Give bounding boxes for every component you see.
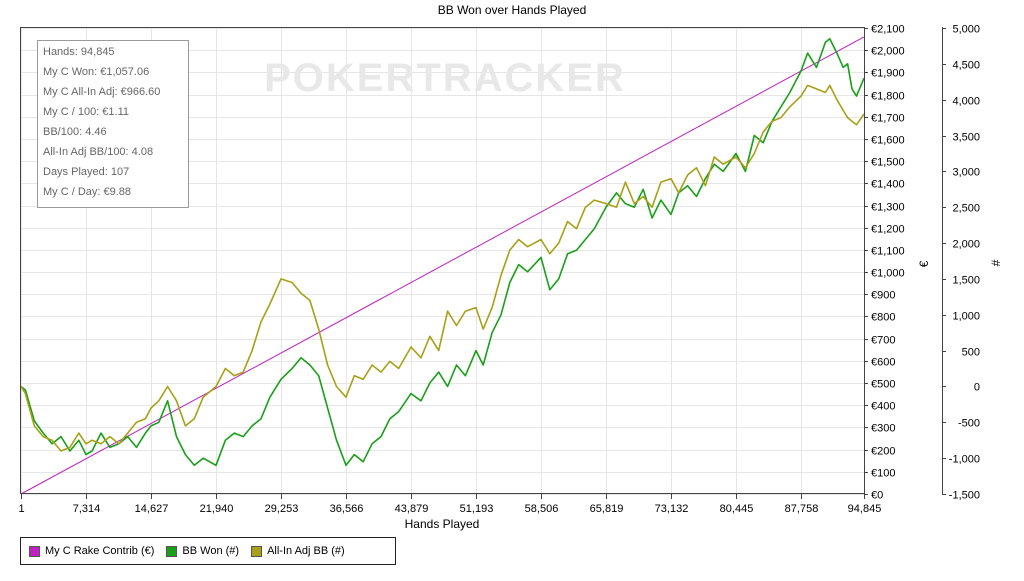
legend-swatch-bb-won	[166, 545, 178, 557]
y-left-tick-label-18: €1,800	[871, 91, 905, 103]
legend[interactable]: My C Rake Contrib (€) BB Won (#) All-In …	[20, 537, 396, 565]
y-left-tick-label-15: €1,500	[871, 157, 905, 169]
y-left-tick-label-9: €900	[871, 290, 895, 302]
y-left-tick-label-13: €1,300	[871, 202, 905, 214]
x-tick-label-9: 65,819	[590, 503, 624, 515]
stat-per-100: My C / 100: €1.11	[43, 106, 130, 118]
stat-bb-per-100: BB/100: 4.46	[43, 126, 107, 138]
legend-swatch-rake	[29, 545, 40, 557]
watermark: POKERTRACKER	[264, 56, 626, 100]
chart-title: BB Won over Hands Played	[438, 3, 587, 17]
x-axis-ticks: 1 7,314 14,627 21,940 29,253 36,566 43,879 51,1…	[18, 494, 881, 515]
legend-item-rake[interactable]: My C Rake Contrib (€)	[29, 545, 154, 557]
x-tick-label-7: 51,193	[460, 503, 494, 515]
y-right-tick-label-8: 2,500	[952, 203, 980, 215]
y-left-tick-label-0: €0	[871, 490, 883, 502]
legend-item-allin-bb[interactable]: All-In Adj BB (#)	[251, 545, 345, 557]
y-left-tick-label-17: €1,700	[871, 113, 905, 125]
y-right-tick-label-3: 0	[974, 382, 980, 394]
stat-allin-bb-per-100: All-In Adj BB/100: 4.08	[43, 146, 154, 158]
series-allin-adj-bb	[20, 84, 865, 452]
series-rake-contrib	[20, 36, 865, 495]
y-right-tick-label-6: 1,500	[952, 275, 980, 287]
y-right-tick-label-10: 3,500	[952, 132, 980, 144]
y-right-axis-label: #	[989, 259, 1003, 266]
y-right-tick-label-2: -500	[958, 418, 980, 430]
x-tick-label-2: 14,627	[135, 503, 169, 515]
y-left-tick-label-12: €1,200	[871, 224, 905, 236]
stats-box: Hands: 94,845 My C Won: €1,057.06 My C A…	[37, 40, 189, 208]
legend-label-bb-won: BB Won (#)	[182, 545, 240, 557]
y-left-axis-label: €	[917, 260, 931, 267]
x-tick-label-8: 58,506	[525, 503, 559, 515]
y-right-tick-label-9: 3,000	[952, 167, 980, 179]
plot-border	[20, 27, 865, 494]
legend-label-allin-bb: All-In Adj BB (#)	[267, 545, 345, 557]
x-axis-label: Hands Played	[405, 517, 480, 531]
series-bb-won	[20, 37, 865, 467]
legend-label-rake: My C Rake Contrib (€)	[45, 545, 155, 557]
y-right-tick-label-11: 4,000	[952, 96, 980, 108]
stat-allin-adj: My C All-In Adj: €966.60	[43, 86, 161, 98]
y-right-tick-label-1: -1,000	[949, 454, 980, 466]
y-left-tick-label-20: €2,000	[871, 46, 905, 58]
y-left-tick-label-6: €600	[871, 357, 895, 369]
x-tick-label-6: 43,879	[395, 503, 429, 515]
y-left-tick-label-14: €1,400	[871, 179, 905, 191]
y-right-axis-ticks: -1,500 -1,000 -500 0 500 1,000 1,500 2,000 2,500…	[942, 24, 980, 502]
y-left-tick-label-21: €2,100	[871, 24, 905, 36]
y-left-tick-label-3: €300	[871, 423, 895, 435]
stat-won: My C Won: €1,057.06	[43, 66, 150, 78]
y-left-tick-label-11: €1,100	[871, 246, 905, 258]
x-tick-label-0: 1	[18, 503, 24, 515]
x-tick-label-3: 21,940	[200, 503, 234, 515]
stat-days-played: Days Played: 107	[43, 166, 130, 178]
x-tick-label-1: 7,314	[73, 503, 101, 515]
y-right-tick-label-12: 4,500	[952, 60, 980, 72]
series-layer	[20, 36, 865, 495]
y-left-tick-label-5: €500	[871, 379, 895, 391]
x-tick-label-10: 73,132	[655, 503, 689, 515]
legend-swatch-allin-bb	[251, 545, 263, 557]
y-right-tick-label-13: 5,000	[952, 24, 980, 36]
y-right-tick-label-7: 2,000	[952, 239, 980, 251]
y-left-axis-ticks: €0 €100 €200 €300 €400 €500 €600 €700 €800 €900 €1…	[864, 24, 905, 502]
x-tick-label-12: 87,758	[785, 503, 819, 515]
y-left-tick-label-16: €1,600	[871, 135, 905, 147]
x-tick-label-11: 80,445	[720, 503, 754, 515]
x-tick-label-4: 29,253	[265, 503, 299, 515]
legend-item-bb-won[interactable]: BB Won (#)	[166, 545, 239, 557]
y-left-tick-label-1: €100	[871, 468, 895, 480]
y-left-tick-label-10: €1,000	[871, 268, 905, 280]
y-right-tick-label-5: 1,000	[952, 311, 980, 323]
x-tick-label-5: 36,566	[330, 503, 364, 515]
y-right-tick-label-4: 500	[962, 347, 980, 359]
y-right-tick-label-0: -1,500	[949, 490, 980, 502]
y-left-tick-label-4: €400	[871, 401, 895, 413]
y-left-tick-label-19: €1,900	[871, 68, 905, 80]
stat-per-day: My C / Day: €9.88	[43, 186, 132, 198]
stat-hands: Hands: 94,845	[43, 46, 115, 58]
y-left-tick-label-7: €700	[871, 335, 895, 347]
y-left-tick-label-8: €800	[871, 312, 895, 324]
x-tick-label-13: 94,845	[848, 503, 882, 515]
y-left-tick-label-2: €200	[871, 446, 895, 458]
